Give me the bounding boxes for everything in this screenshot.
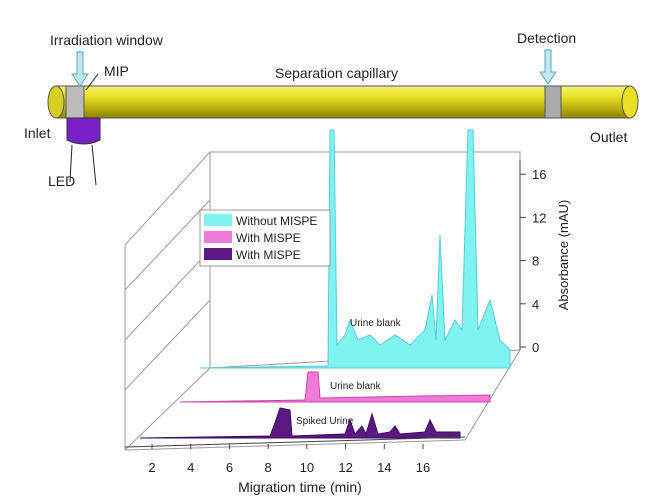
label: Irradiation window xyxy=(50,32,164,48)
lead xyxy=(91,144,97,186)
x-tick-label: 12 xyxy=(338,460,352,475)
annotation: Urine blank xyxy=(350,318,402,329)
annotation: Spiked Urine xyxy=(296,416,354,427)
legend-swatch xyxy=(204,248,232,260)
y-tick-label: 0 xyxy=(532,340,539,355)
annotation: Urine blank xyxy=(330,381,382,392)
legend-swatch xyxy=(204,231,232,243)
x-axis-title: Migration time (min) xyxy=(238,479,362,495)
y-tick-label: 12 xyxy=(532,210,546,225)
label: Outlet xyxy=(590,129,627,145)
trace-spiked xyxy=(139,407,461,439)
x-tick-label: 4 xyxy=(187,460,194,475)
capillary-end xyxy=(47,85,65,119)
label: MIP xyxy=(104,63,129,79)
x-tick-label: 2 xyxy=(148,460,155,475)
x-tick-label: 8 xyxy=(265,460,272,475)
x-tick-label: 10 xyxy=(300,460,314,475)
legend-swatch xyxy=(204,214,232,226)
label: Detection xyxy=(517,30,576,46)
legend-label: Without MISPE xyxy=(236,214,317,228)
y-tick-label: 4 xyxy=(532,297,539,312)
y-tick-label: 16 xyxy=(532,167,546,182)
legend-label: With MISPE xyxy=(236,231,301,245)
frame xyxy=(124,151,521,451)
arrow xyxy=(71,51,89,87)
label: Separation capillary xyxy=(275,65,398,81)
label: Inlet xyxy=(24,125,51,141)
label: LED xyxy=(48,173,75,189)
window xyxy=(65,85,85,119)
lead xyxy=(69,144,73,183)
legend-label: With MISPE xyxy=(236,248,301,262)
x-tick-label: 16 xyxy=(416,460,430,475)
led xyxy=(66,117,101,145)
x-tick-label: 14 xyxy=(377,460,391,475)
x-axis xyxy=(124,436,466,448)
trace-without-mispe xyxy=(199,129,511,369)
pointer xyxy=(85,73,99,91)
arrow xyxy=(539,49,557,85)
capillary-end xyxy=(621,85,639,119)
x-tick-label: 6 xyxy=(226,460,233,475)
capillary xyxy=(55,85,631,119)
y-tick-label: 8 xyxy=(532,254,539,269)
detection-window xyxy=(544,85,562,119)
y-axis-title: Absorbance (mAU) xyxy=(556,200,571,311)
trace-with-mispe xyxy=(179,371,491,403)
